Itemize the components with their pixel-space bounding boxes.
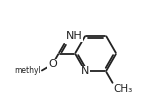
Text: methyl: methyl [14,66,41,75]
Text: N: N [81,66,90,76]
Text: NH: NH [66,31,83,41]
Text: O: O [48,59,57,69]
Text: CH₃: CH₃ [114,84,133,94]
